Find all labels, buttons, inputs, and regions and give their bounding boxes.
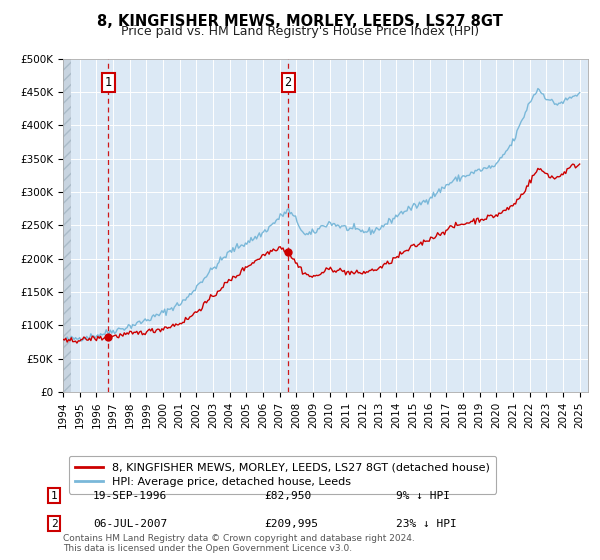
- Text: 2: 2: [284, 76, 292, 88]
- Text: Contains HM Land Registry data © Crown copyright and database right 2024.
This d: Contains HM Land Registry data © Crown c…: [63, 534, 415, 553]
- Text: 2: 2: [50, 519, 58, 529]
- Legend: 8, KINGFISHER MEWS, MORLEY, LEEDS, LS27 8GT (detached house), HPI: Average price: 8, KINGFISHER MEWS, MORLEY, LEEDS, LS27 …: [68, 456, 496, 494]
- Text: 19-SEP-1996: 19-SEP-1996: [93, 491, 167, 501]
- Text: 8, KINGFISHER MEWS, MORLEY, LEEDS, LS27 8GT: 8, KINGFISHER MEWS, MORLEY, LEEDS, LS27 …: [97, 14, 503, 29]
- Text: 06-JUL-2007: 06-JUL-2007: [93, 519, 167, 529]
- Text: 1: 1: [50, 491, 58, 501]
- Text: 23% ↓ HPI: 23% ↓ HPI: [396, 519, 457, 529]
- Text: £82,950: £82,950: [264, 491, 311, 501]
- Text: 1: 1: [105, 76, 112, 88]
- Text: 9% ↓ HPI: 9% ↓ HPI: [396, 491, 450, 501]
- Text: £209,995: £209,995: [264, 519, 318, 529]
- Text: Price paid vs. HM Land Registry's House Price Index (HPI): Price paid vs. HM Land Registry's House …: [121, 25, 479, 38]
